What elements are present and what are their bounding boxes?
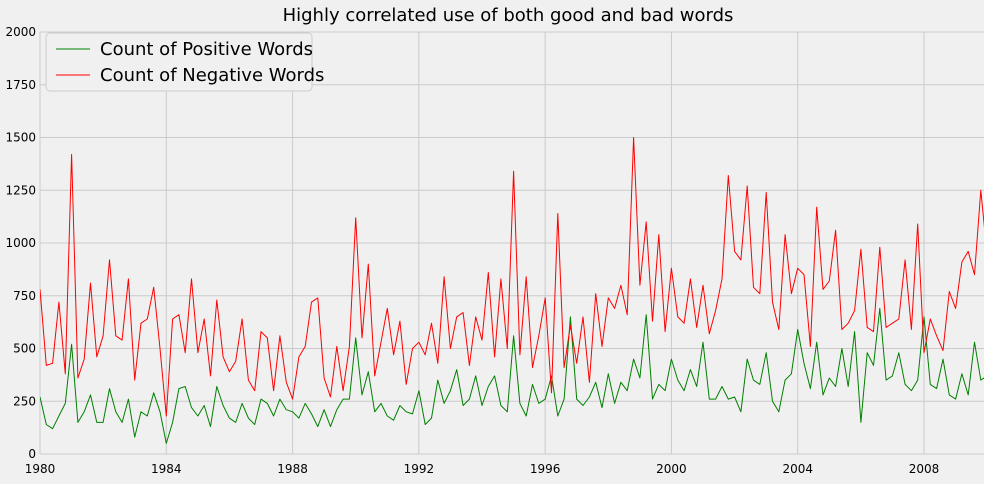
ticks: 0 250 500 750 1000 1250 1500 1750 2000 1980 1984 19…: [5, 25, 939, 476]
chart-title: Highly correlated use of both good and b…: [283, 5, 734, 26]
y-tick-label: 250: [13, 394, 36, 408]
y-tick-label: 1500: [5, 131, 36, 145]
legend-box: [45, 32, 313, 92]
x-tick-label: 1992: [404, 462, 435, 476]
y-tick-label: 1250: [5, 183, 36, 197]
x-tick-label: 2008: [909, 462, 940, 476]
y-tick-label: 750: [13, 289, 36, 303]
legend-label-positive: Count of Positive Words: [100, 39, 313, 60]
y-tick-label: 1000: [5, 236, 36, 250]
y-tick-label: 1750: [5, 78, 36, 92]
x-tick-label: 1988: [277, 462, 308, 476]
y-tick-label: 500: [13, 342, 36, 356]
x-tick-label: 2004: [782, 462, 813, 476]
series-layer: [40, 137, 984, 444]
legend-label-negative: Count of Negative Words: [100, 65, 324, 86]
y-tick-label: 0: [28, 447, 36, 461]
series-line-positive: [40, 307, 984, 444]
x-tick-label: 1984: [151, 462, 182, 476]
x-tick-label: 1996: [530, 462, 561, 476]
x-tick-label: 1980: [25, 462, 56, 476]
legend: Count of Positive Words Count of Negativ…: [45, 32, 324, 92]
y-tick-label: 2000: [5, 25, 36, 39]
x-tick-label: 2000: [656, 462, 687, 476]
series-line-negative: [40, 137, 984, 417]
